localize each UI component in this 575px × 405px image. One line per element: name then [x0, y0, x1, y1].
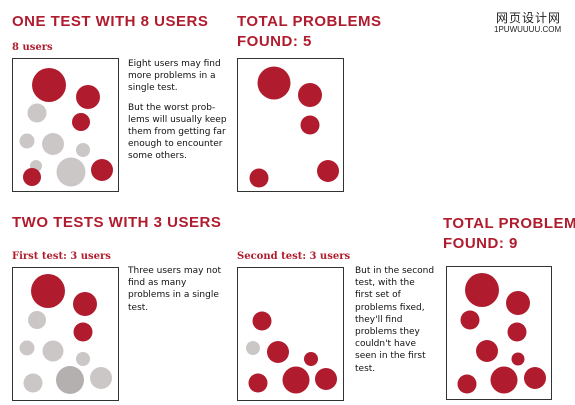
label-second-test: Second test: 3 users: [237, 251, 351, 262]
problem-dot: [42, 340, 64, 362]
problem-dot: [91, 159, 113, 181]
problems-second-test: [246, 311, 337, 394]
problem-dot: [300, 115, 320, 135]
box-first-test: [12, 267, 119, 401]
text-first-test: Three users may not find as many problem…: [128, 265, 224, 314]
problem-dot: [31, 274, 65, 308]
problem-dot: [19, 133, 35, 149]
text-second-test: But in the second test, with the first s…: [355, 265, 435, 375]
problem-dot: [73, 292, 97, 316]
problem-dot: [465, 273, 499, 307]
total-heading-bottom-line1: TOTAL PROBLEMS: [443, 215, 575, 232]
problem-dot: [56, 366, 84, 394]
text-8-users-p2: But the worst prob-lems will usually kee…: [128, 102, 227, 162]
problem-dot: [28, 311, 46, 329]
total-heading-bottom-line2: FOUND: 9: [443, 235, 518, 252]
problem-dot: [476, 340, 498, 362]
text-second-test-p: But in the second test, with the first s…: [355, 266, 435, 374]
problem-dot: [298, 83, 322, 107]
problem-dot: [76, 352, 90, 366]
problem-dot: [56, 157, 86, 187]
problem-dot: [460, 310, 480, 330]
problem-dot: [490, 366, 518, 394]
box-total-5: [237, 58, 344, 192]
problem-dot: [511, 352, 525, 366]
label-first-test: First test: 3 users: [12, 251, 111, 262]
problem-dot: [524, 367, 546, 389]
problem-dot: [73, 322, 93, 342]
problem-dot: [23, 168, 41, 186]
problems-8-users: [19, 68, 113, 187]
text-8-users: Eight users may find more problems in a …: [128, 58, 228, 163]
problems-total-9: [457, 273, 546, 394]
problem-dot: [27, 103, 47, 123]
problem-dot: [457, 374, 477, 394]
problem-dot: [246, 341, 260, 355]
problem-dot: [248, 373, 268, 393]
box-second-test: [237, 267, 344, 401]
problem-dot: [23, 373, 43, 393]
problem-dot: [507, 322, 527, 342]
watermark-title: 网页设计网: [496, 11, 562, 25]
problem-dot: [304, 352, 318, 366]
problem-dot: [317, 160, 339, 182]
problem-dot: [267, 341, 289, 363]
problem-dot: [19, 340, 35, 356]
heading-one-test: ONE TEST WITH 8 USERS: [12, 13, 209, 30]
problem-dot: [76, 85, 100, 109]
problem-dot: [72, 113, 90, 131]
problems-first-test: [19, 274, 112, 394]
problem-dot: [252, 311, 272, 331]
problem-dot: [257, 66, 291, 100]
problem-dot: [506, 291, 530, 315]
problem-dot: [282, 366, 310, 394]
watermark-url: 1PUWUUUU.COM: [494, 25, 562, 34]
box-total-9: [446, 266, 552, 400]
problem-dot: [76, 143, 90, 157]
total-heading-top-line1: TOTAL PROBLEMS: [237, 13, 382, 30]
total-heading-top-line2: FOUND: 5: [237, 33, 312, 50]
box-8-users: [12, 58, 119, 192]
problem-dot: [90, 367, 112, 389]
problem-dot: [32, 68, 66, 102]
problem-dot: [315, 368, 337, 390]
problems-total-5: [249, 66, 339, 188]
heading-two-tests: TWO TESTS WITH 3 USERS: [12, 214, 222, 231]
problem-dot: [249, 168, 269, 188]
label-8-users: 8 users: [12, 42, 53, 53]
problem-dot: [42, 133, 64, 155]
text-8-users-p1: Eight users may find more problems in a …: [128, 59, 221, 94]
text-first-test-p: Three users may not find as many problem…: [128, 266, 222, 313]
